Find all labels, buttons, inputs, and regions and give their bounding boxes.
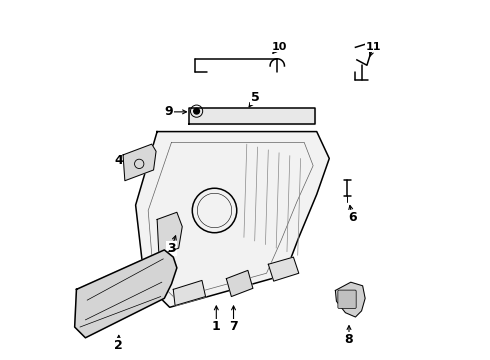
Text: 8: 8 (344, 333, 353, 346)
Text: 6: 6 (348, 211, 357, 224)
Text: 5: 5 (251, 91, 260, 104)
Text: 9: 9 (165, 105, 173, 118)
Text: 4: 4 (114, 154, 123, 167)
Polygon shape (190, 108, 315, 125)
Polygon shape (157, 212, 182, 255)
Polygon shape (136, 132, 329, 307)
Text: 3: 3 (167, 242, 176, 255)
Polygon shape (123, 144, 156, 181)
Polygon shape (173, 280, 205, 306)
Text: 11: 11 (366, 42, 381, 51)
Circle shape (194, 108, 199, 114)
FancyBboxPatch shape (338, 290, 356, 309)
Polygon shape (335, 282, 365, 317)
Polygon shape (226, 270, 253, 297)
Text: 10: 10 (271, 42, 287, 51)
Polygon shape (269, 257, 299, 281)
Polygon shape (74, 250, 177, 338)
Text: 2: 2 (114, 339, 123, 352)
Text: 1: 1 (212, 320, 220, 333)
Text: 7: 7 (229, 320, 238, 333)
